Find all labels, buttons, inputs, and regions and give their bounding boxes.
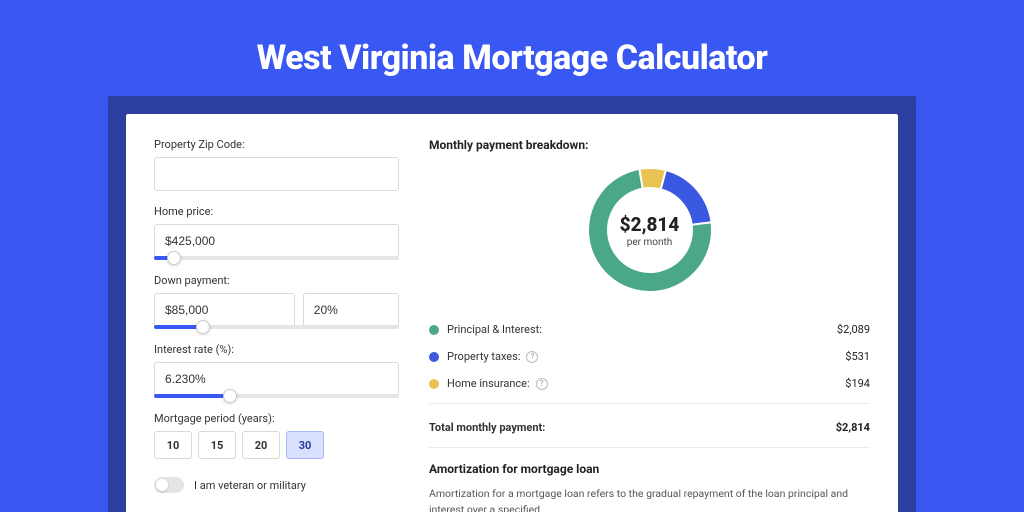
amort-title: Amortization for mortgage loan <box>429 462 870 476</box>
donut-sub: per month <box>627 237 673 248</box>
form-column: Property Zip Code: Home price: Down paym… <box>154 138 399 512</box>
rate-slider-thumb[interactable] <box>223 389 237 403</box>
divider <box>429 447 870 448</box>
price-group: Home price: <box>154 205 399 260</box>
down-amount-input[interactable] <box>154 293 295 327</box>
veteran-row: I am veteran or military <box>154 477 399 493</box>
rate-group: Interest rate (%): <box>154 343 399 398</box>
info-icon[interactable]: ? <box>526 351 538 363</box>
period-group: Mortgage period (years): 10152030 <box>154 412 399 459</box>
breakdown-column: Monthly payment breakdown: $2,814 per mo… <box>429 138 870 512</box>
veteran-label: I am veteran or military <box>194 479 306 492</box>
veteran-toggle[interactable] <box>154 477 184 493</box>
period-option-20[interactable]: 20 <box>242 431 280 459</box>
breakdown-title: Monthly payment breakdown: <box>429 138 870 152</box>
total-label: Total monthly payment: <box>429 421 545 434</box>
price-slider-thumb[interactable] <box>167 251 181 265</box>
down-label: Down payment: <box>154 274 399 287</box>
period-option-15[interactable]: 15 <box>198 431 236 459</box>
down-slider-thumb[interactable] <box>196 320 210 334</box>
price-label: Home price: <box>154 205 399 218</box>
legend-value: $194 <box>845 377 870 390</box>
dark-band: Property Zip Code: Home price: Down paym… <box>108 96 916 512</box>
legend-label: Home insurance: <box>447 377 530 390</box>
legend-label: Property taxes: <box>447 350 520 363</box>
price-slider[interactable] <box>154 256 399 260</box>
donut-center: $2,814 per month <box>586 166 714 294</box>
total-row: Total monthly payment: $2,814 <box>429 414 870 441</box>
divider <box>429 403 870 404</box>
amort-text: Amortization for a mortgage loan refers … <box>429 486 870 512</box>
legend-row: Property taxes:? $531 <box>429 343 870 370</box>
rate-input[interactable] <box>154 362 399 396</box>
zip-group: Property Zip Code: <box>154 138 399 191</box>
calculator-card: Property Zip Code: Home price: Down paym… <box>126 114 898 512</box>
page-title: West Virginia Mortgage Calculator <box>0 38 1024 78</box>
legend-row: Principal & Interest: $2,089 <box>429 316 870 343</box>
legend-dot <box>429 352 439 362</box>
legend-label: Principal & Interest: <box>447 323 542 336</box>
legend-value: $531 <box>845 350 870 363</box>
info-icon[interactable]: ? <box>536 378 548 390</box>
legend-dot <box>429 325 439 335</box>
down-slider[interactable] <box>154 325 399 329</box>
rate-slider[interactable] <box>154 394 399 398</box>
zip-input[interactable] <box>154 157 399 191</box>
legend-value: $2,089 <box>837 323 870 336</box>
period-option-10[interactable]: 10 <box>154 431 192 459</box>
rate-label: Interest rate (%): <box>154 343 399 356</box>
down-pct-input[interactable] <box>303 293 399 327</box>
down-group: Down payment: <box>154 274 399 329</box>
price-input[interactable] <box>154 224 399 258</box>
donut-amount: $2,814 <box>620 213 680 236</box>
total-value: $2,814 <box>836 421 870 434</box>
period-label: Mortgage period (years): <box>154 412 399 425</box>
rate-slider-fill <box>154 394 230 398</box>
zip-label: Property Zip Code: <box>154 138 399 151</box>
donut-wrap: $2,814 per month <box>429 166 870 294</box>
legend-row: Home insurance:? $194 <box>429 370 870 397</box>
page-outer: West Virginia Mortgage Calculator Proper… <box>0 0 1024 512</box>
period-buttons: 10152030 <box>154 431 399 459</box>
legend: Principal & Interest: $2,089 Property taxe… <box>429 316 870 397</box>
period-option-30[interactable]: 30 <box>286 431 324 459</box>
legend-dot <box>429 379 439 389</box>
donut-chart: $2,814 per month <box>586 166 714 294</box>
